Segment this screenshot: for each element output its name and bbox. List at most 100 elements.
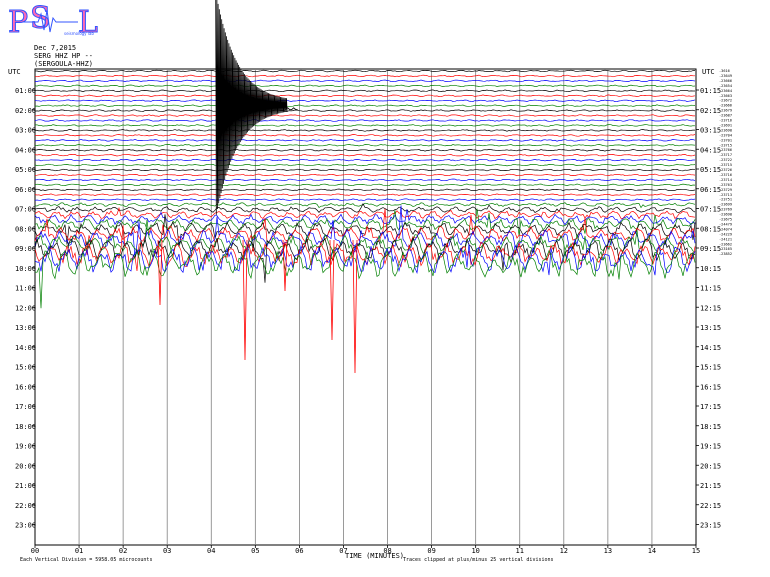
x-tick-label: 10 — [471, 547, 479, 555]
right-hour-label: 15:15 — [700, 364, 721, 372]
seismic-trace — [34, 109, 696, 112]
station-code: SERG HHZ HP -- — [34, 52, 94, 60]
seismic-trace — [34, 79, 696, 83]
right-trace-value: -23726 — [719, 168, 732, 172]
left-hour-label: 02:00 — [15, 107, 36, 115]
right-trace-value: -23715 — [719, 143, 732, 147]
right-trace-value: -24479 — [719, 222, 732, 226]
seismic-trace — [34, 209, 696, 226]
seismic-trace — [34, 84, 696, 88]
earthquake-coda — [285, 107, 298, 111]
right-trace-value: -23649 — [719, 74, 732, 78]
right-trace-value: -23751 — [719, 198, 732, 202]
left-hour-label: 16:00 — [15, 383, 36, 391]
right-trace-value: -23663 — [719, 94, 732, 98]
right-hour-label: 08:15 — [700, 225, 721, 233]
right-trace-value: -24229 — [719, 232, 732, 236]
x-axis-label: TIME (MINUTES) — [345, 552, 405, 560]
right-hour-label: 22:15 — [700, 502, 721, 510]
right-trace-value: -23698 — [719, 213, 732, 217]
right-trace-value: -23766 — [719, 148, 732, 152]
right-hour-label: 11:15 — [700, 285, 721, 293]
station-location: (SERGOULA-HHZ) — [34, 60, 94, 68]
right-hour-label: 06:15 — [700, 186, 721, 194]
right-trace-value: -23715 — [719, 163, 732, 167]
left-hour-label: 13:00 — [15, 324, 36, 332]
seismic-trace — [34, 139, 696, 142]
right-trace-value: -23769 — [719, 208, 732, 212]
logo-letter-s: S — [30, 2, 51, 36]
right-trace-value: -23763 — [719, 183, 732, 187]
logo-letter-p: P — [8, 5, 28, 40]
seismic-trace — [34, 148, 696, 152]
left-hour-label: 22:00 — [15, 502, 36, 510]
left-hour-label: 18:00 — [15, 423, 36, 431]
left-hour-label: 05:00 — [15, 166, 36, 174]
right-trace-value: -23716 — [719, 119, 732, 123]
left-hour-label: 09:00 — [15, 245, 36, 253]
seismic-trace — [34, 119, 696, 122]
seismic-trace — [35, 69, 695, 73]
left-hour-label: 15:00 — [15, 364, 36, 372]
x-tick-label: 08 — [383, 547, 391, 555]
x-tick-label: 01 — [75, 547, 83, 555]
left-hour-label: 04:00 — [15, 146, 36, 154]
earthquake-burst — [215, 0, 298, 215]
right-trace-value: -23687 — [719, 114, 732, 118]
x-tick-label: 02 — [119, 547, 127, 555]
right-trace-value: -23666 — [719, 104, 732, 108]
seismic-trace — [34, 124, 696, 127]
right-trace-value: -23699 — [719, 203, 732, 207]
right-trace-value: -23722 — [719, 158, 732, 162]
right-trace-value: -23698 — [719, 128, 732, 132]
left-axis-label: UTC — [8, 68, 21, 76]
left-hour-label: 07:00 — [15, 206, 36, 214]
right-hour-label: 12:15 — [700, 304, 721, 312]
x-tick-label: 11 — [516, 547, 524, 555]
right-hour-label: 13:15 — [700, 324, 721, 332]
right-trace-value: -23165 — [719, 247, 732, 251]
right-axis-label: UTC — [702, 68, 715, 76]
left-hour-label: 17:00 — [15, 403, 36, 411]
left-hour-label: 08:00 — [15, 225, 36, 233]
x-tick-label: 07 — [339, 547, 347, 555]
right-trace-value: -23664 — [719, 89, 732, 93]
seismic-trace — [34, 206, 696, 220]
right-hour-label: 16:15 — [700, 383, 721, 391]
traces — [34, 69, 696, 374]
right-hour-label: 05:15 — [700, 166, 721, 174]
right-trace-value: -3616 — [719, 69, 730, 73]
seismic-trace — [34, 173, 696, 177]
seismic-trace — [35, 114, 695, 117]
seismic-trace — [34, 99, 696, 102]
right-hour-label: 03:15 — [700, 127, 721, 135]
right-hour-label: 23:15 — [700, 522, 721, 530]
x-tick-label: 04 — [207, 547, 215, 555]
right-hour-label: 17:15 — [700, 403, 721, 411]
left-hour-label: 10:00 — [15, 265, 36, 273]
right-hour-label: 02:15 — [700, 107, 721, 115]
left-hour-label: 21:00 — [15, 482, 36, 490]
seismic-trace — [34, 203, 696, 213]
seismic-trace — [34, 158, 695, 162]
seismic-trace — [34, 89, 695, 93]
right-trace-value: -23691 — [719, 123, 732, 127]
seismic-trace — [34, 198, 696, 201]
left-hour-label: 11:00 — [15, 285, 36, 293]
left-hour-label: 23:00 — [15, 522, 36, 530]
psl-logo: P S L seismology lab — [8, 2, 99, 40]
x-tick-label: 06 — [295, 547, 303, 555]
seismic-trace — [34, 104, 696, 107]
seismic-trace — [34, 183, 696, 187]
left-hour-label: 01:00 — [15, 87, 36, 95]
right-trace-value: -23716 — [719, 173, 732, 177]
logo-small-text: seismology lab — [64, 31, 94, 36]
grid — [32, 68, 699, 548]
right-trace-value: -23852 — [719, 252, 732, 256]
red-spike — [352, 239, 358, 374]
seismic-trace — [34, 202, 696, 209]
seismic-trace — [34, 168, 696, 172]
seismic-trace — [34, 74, 695, 78]
left-hour-label: 19:00 — [15, 443, 36, 451]
right-hour-label: 19:15 — [700, 443, 721, 451]
